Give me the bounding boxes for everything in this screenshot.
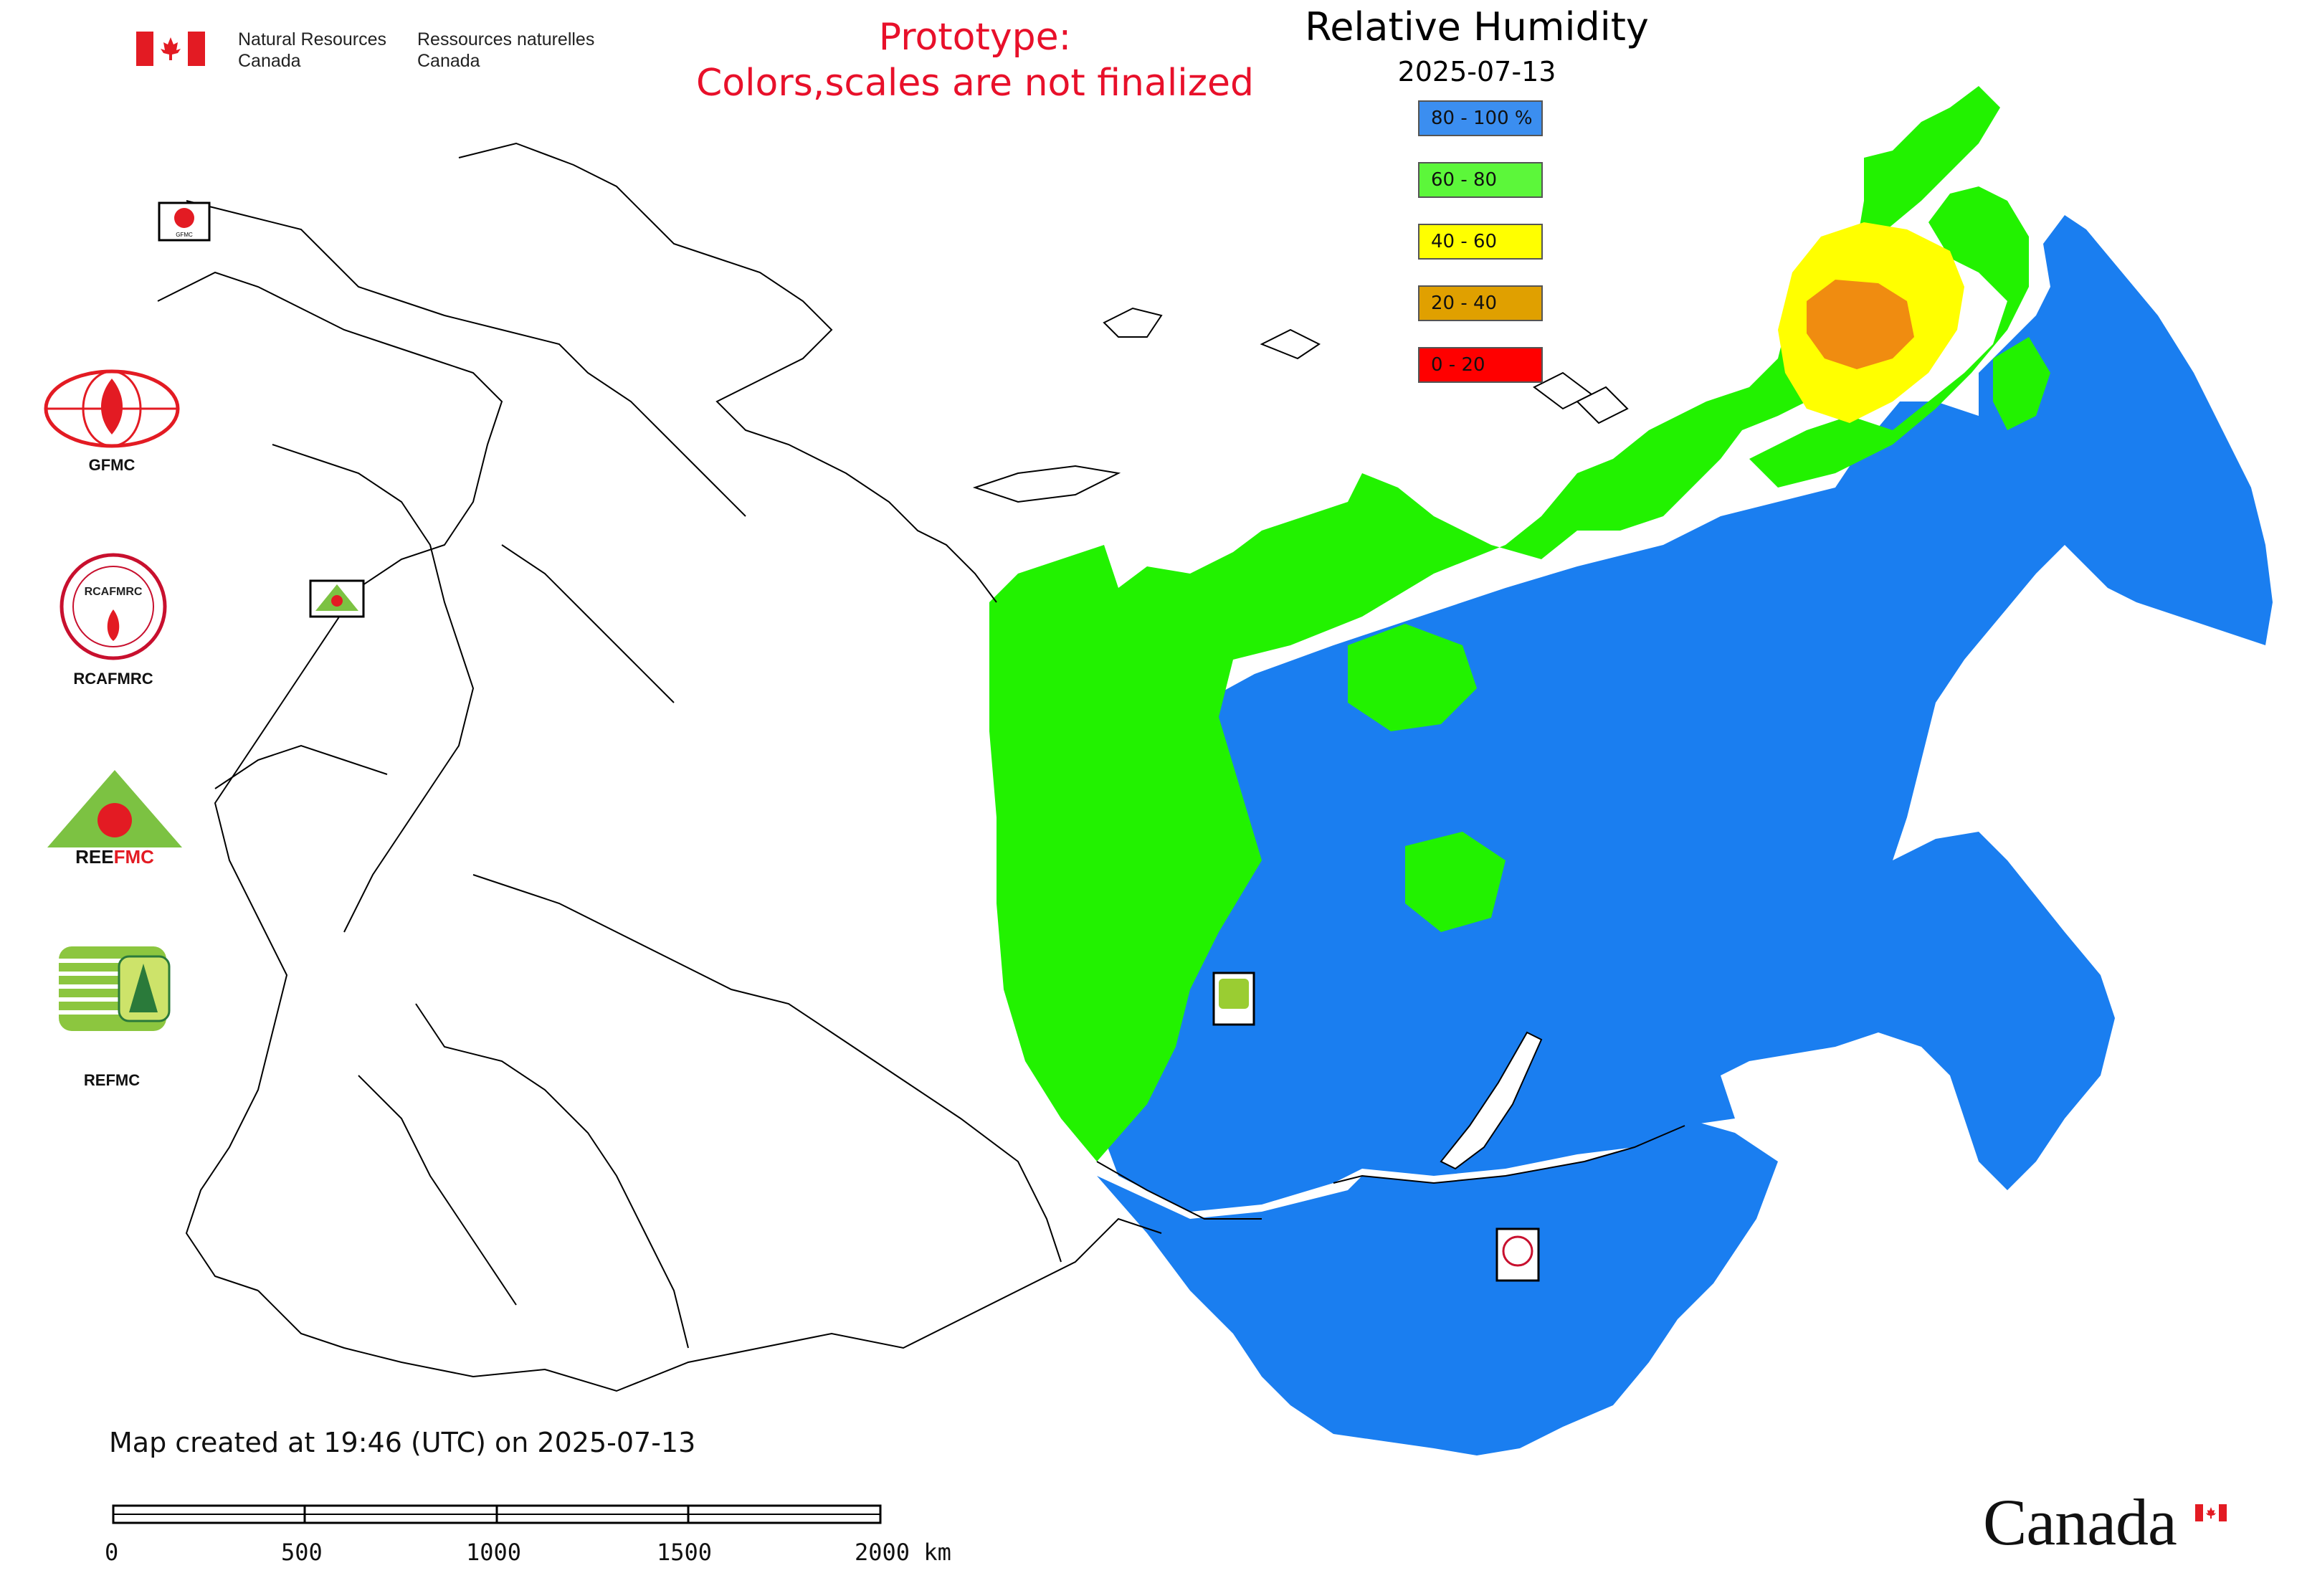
agency-en-line1: Natural Resources — [238, 29, 387, 49]
svg-text:GFMC: GFMC — [176, 232, 193, 238]
legend-label: 40 - 60 — [1431, 231, 1498, 252]
agency-name-fr: Ressources naturelles Canada — [417, 29, 594, 72]
svg-text:REEFMC: REEFMC — [75, 846, 154, 868]
scale-label: 0 — [105, 1539, 119, 1566]
scale-bar — [112, 1504, 883, 1526]
map-marker-rcafmrc — [1495, 1227, 1540, 1282]
legend-item: 40 - 60 — [1418, 224, 1543, 260]
humidity-region-green — [989, 86, 2000, 1162]
rcafmrc-label: RCAFMRC — [73, 670, 153, 688]
map-marker-gfmc: GFMC — [158, 201, 211, 242]
svg-text:RCAFMRC: RCAFMRC — [85, 586, 143, 598]
agency-name-en: Natural Resources Canada — [238, 29, 386, 72]
refmc-logo — [59, 946, 172, 1032]
gfmc-logo — [42, 366, 182, 452]
legend-label: 60 - 80 — [1431, 169, 1498, 191]
agency-en-line2: Canada — [238, 51, 301, 71]
gfmc-label: GFMC — [88, 456, 135, 474]
map-marker-refmc — [1212, 972, 1255, 1026]
agency-fr-line2: Canada — [417, 51, 480, 71]
canada-wordmark-flag-icon — [2195, 1504, 2227, 1521]
refmc-label: REFMC — [83, 1071, 141, 1089]
arctic-islands — [972, 307, 1629, 503]
reefmc-logo: REEFMC — [39, 767, 191, 868]
legend-item: 20 - 40 — [1418, 285, 1543, 321]
prototype-notice: Prototype: Colors,scales are not finaliz… — [645, 14, 1305, 106]
canada-wordmark: Canada — [1983, 1486, 2177, 1559]
legend-label: 0 - 20 — [1431, 354, 1485, 376]
legend-item: 0 - 20 — [1418, 347, 1543, 383]
humidity-region-blue-main — [1097, 215, 2273, 1212]
map-date: 2025-07-13 — [1397, 56, 1556, 87]
agency-fr-line1: Ressources naturelles — [417, 29, 595, 49]
humidity-region-green-patch — [1348, 624, 1477, 731]
map-marker-reefmc — [309, 579, 365, 618]
humidity-region-blue — [1097, 1118, 1778, 1455]
lake-baikal — [1440, 1031, 1543, 1170]
prototype-line1: Prototype: — [878, 16, 1072, 59]
legend-label: 20 - 40 — [1431, 293, 1498, 314]
legend-label: 80 - 100 % — [1431, 108, 1533, 129]
map-title: Relative Humidity — [1305, 4, 1649, 49]
canada-flag-icon — [136, 32, 205, 66]
scale-label: 500 — [281, 1539, 323, 1566]
map-created-text: Map created at 19:46 (UTC) on 2025-07-13 — [109, 1427, 696, 1458]
legend-item: 60 - 80 — [1418, 162, 1543, 198]
legend-item: 80 - 100 % — [1418, 100, 1543, 136]
scale-label: 1500 — [657, 1539, 713, 1566]
rcafmrc-logo: RCAFMRC — [59, 552, 168, 661]
region-outlines — [157, 142, 1685, 1392]
humidity-region-green-kamchatka — [1993, 337, 2050, 430]
prototype-line2: Colors,scales are not finalized — [695, 62, 1255, 105]
scale-label: 1000 — [466, 1539, 522, 1566]
humidity-region-green-east — [1749, 186, 2029, 488]
scale-label: 2000 km — [855, 1539, 951, 1566]
humidity-region-green-patch — [1405, 832, 1506, 932]
humidity-region-orange — [1807, 280, 1914, 369]
